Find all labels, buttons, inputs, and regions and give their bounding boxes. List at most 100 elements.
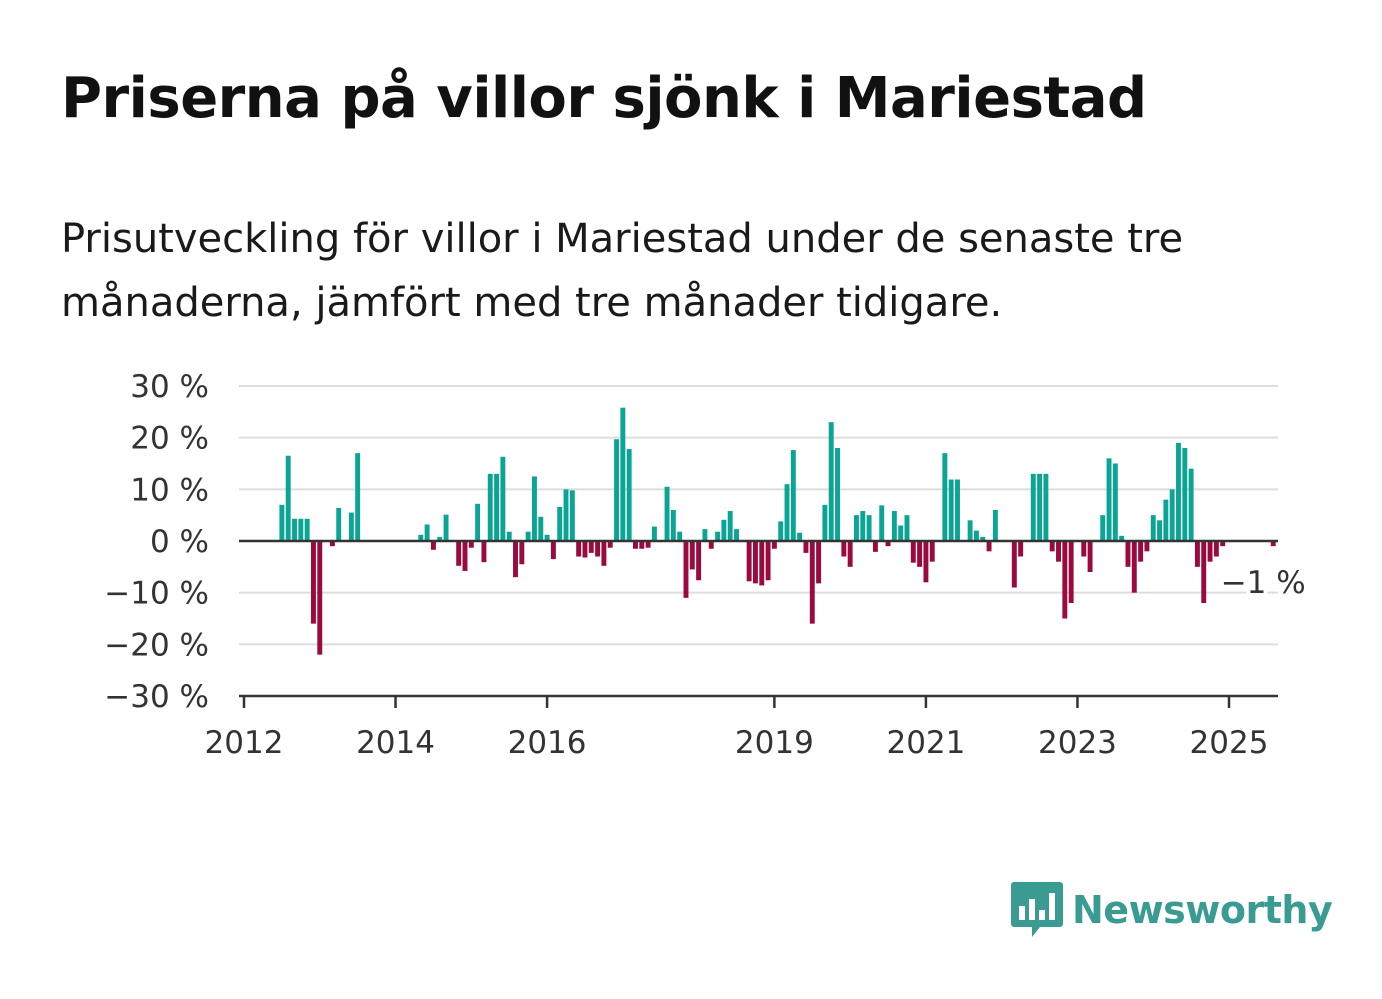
bar [582,541,588,558]
bar [1030,473,1036,541]
bar [1125,541,1131,567]
bar [588,541,594,553]
bar [487,473,493,541]
bar [847,541,853,567]
bar [942,453,948,541]
annotation: −1 %−1 % [1217,561,1310,605]
bar [285,455,291,541]
bar [418,534,424,541]
y-tick-label: 20 % [130,421,209,457]
bar [513,541,518,578]
bar [734,529,739,541]
bar [437,536,443,541]
bar [778,521,784,541]
bar [1144,541,1150,552]
bar [696,541,702,581]
bar [1207,541,1213,562]
bar [708,541,714,549]
bar [595,541,601,557]
y-tick-label: −30 % [104,679,209,715]
bar [1119,535,1125,541]
bar [639,541,645,549]
bar-chart-speech-bubble-icon [1011,882,1063,937]
tick-labels: 30 % 20 % 10 % 0 % −10 % −20 % −30 % 2012 2014 20… [104,369,1268,761]
bar [544,534,550,541]
bar [348,512,354,541]
bar [1194,541,1200,567]
bar [923,541,929,583]
bar [614,439,619,541]
y-tick-label: −10 % [104,576,209,612]
x-tick-label: 2014 [356,725,435,761]
bar [304,518,310,541]
bar [1106,458,1112,541]
bar [759,541,765,586]
y-tick-label: 30 % [130,369,209,405]
bar [651,526,657,541]
x-tick-label: 2019 [735,725,814,761]
x-tick-label: 2021 [886,725,965,761]
bar [279,504,285,541]
bar [329,541,335,547]
bar [992,510,998,541]
bar [980,536,986,541]
bar [1018,541,1024,557]
bar [891,511,897,541]
bar [500,456,506,541]
bar [955,479,960,541]
bar [835,448,840,541]
axes [239,539,1278,708]
bar [626,449,632,541]
bar [620,407,626,541]
bar [531,476,537,541]
annotation-halo: −1 % [1221,565,1306,601]
bar [677,531,683,541]
bar [809,541,815,624]
bar [569,490,575,541]
bar [1043,473,1049,541]
bar [917,541,923,567]
bar [1270,541,1276,547]
bar [803,541,809,553]
bar [355,453,361,541]
bar [860,511,866,541]
bar [1163,499,1169,541]
bar [1087,541,1093,572]
bar [519,541,525,565]
bars [279,407,1276,655]
brand-name: Newsworthy [1072,888,1333,932]
bar [784,484,790,541]
y-tick-label: −20 % [104,627,209,663]
chart-subtitle: Prisutveckling för villor i Mariestad un… [61,216,1184,326]
bar [1169,489,1175,541]
bar [645,541,651,548]
bar [854,515,859,541]
bar [525,531,531,541]
bar [1138,541,1144,562]
bar [1062,541,1068,619]
bar [601,541,607,566]
bar [1213,541,1219,557]
bar [538,516,544,541]
bar [727,511,733,541]
bar [752,541,758,584]
bar [475,503,481,541]
bar [866,515,872,541]
bar [721,519,727,541]
bar [1011,541,1017,588]
bar [443,514,449,541]
bar [550,541,556,560]
bar [948,479,954,541]
bar [885,541,891,547]
y-tick-label: 10 % [130,472,209,508]
bar [1176,442,1181,541]
newsworthy-logo[interactable]: Newsworthy [1010,880,1333,940]
bar [702,529,708,541]
bar [1049,541,1055,552]
bar [462,541,468,571]
bar [1037,473,1043,541]
bar [816,541,822,584]
bar [1220,541,1226,547]
bar [910,541,916,563]
